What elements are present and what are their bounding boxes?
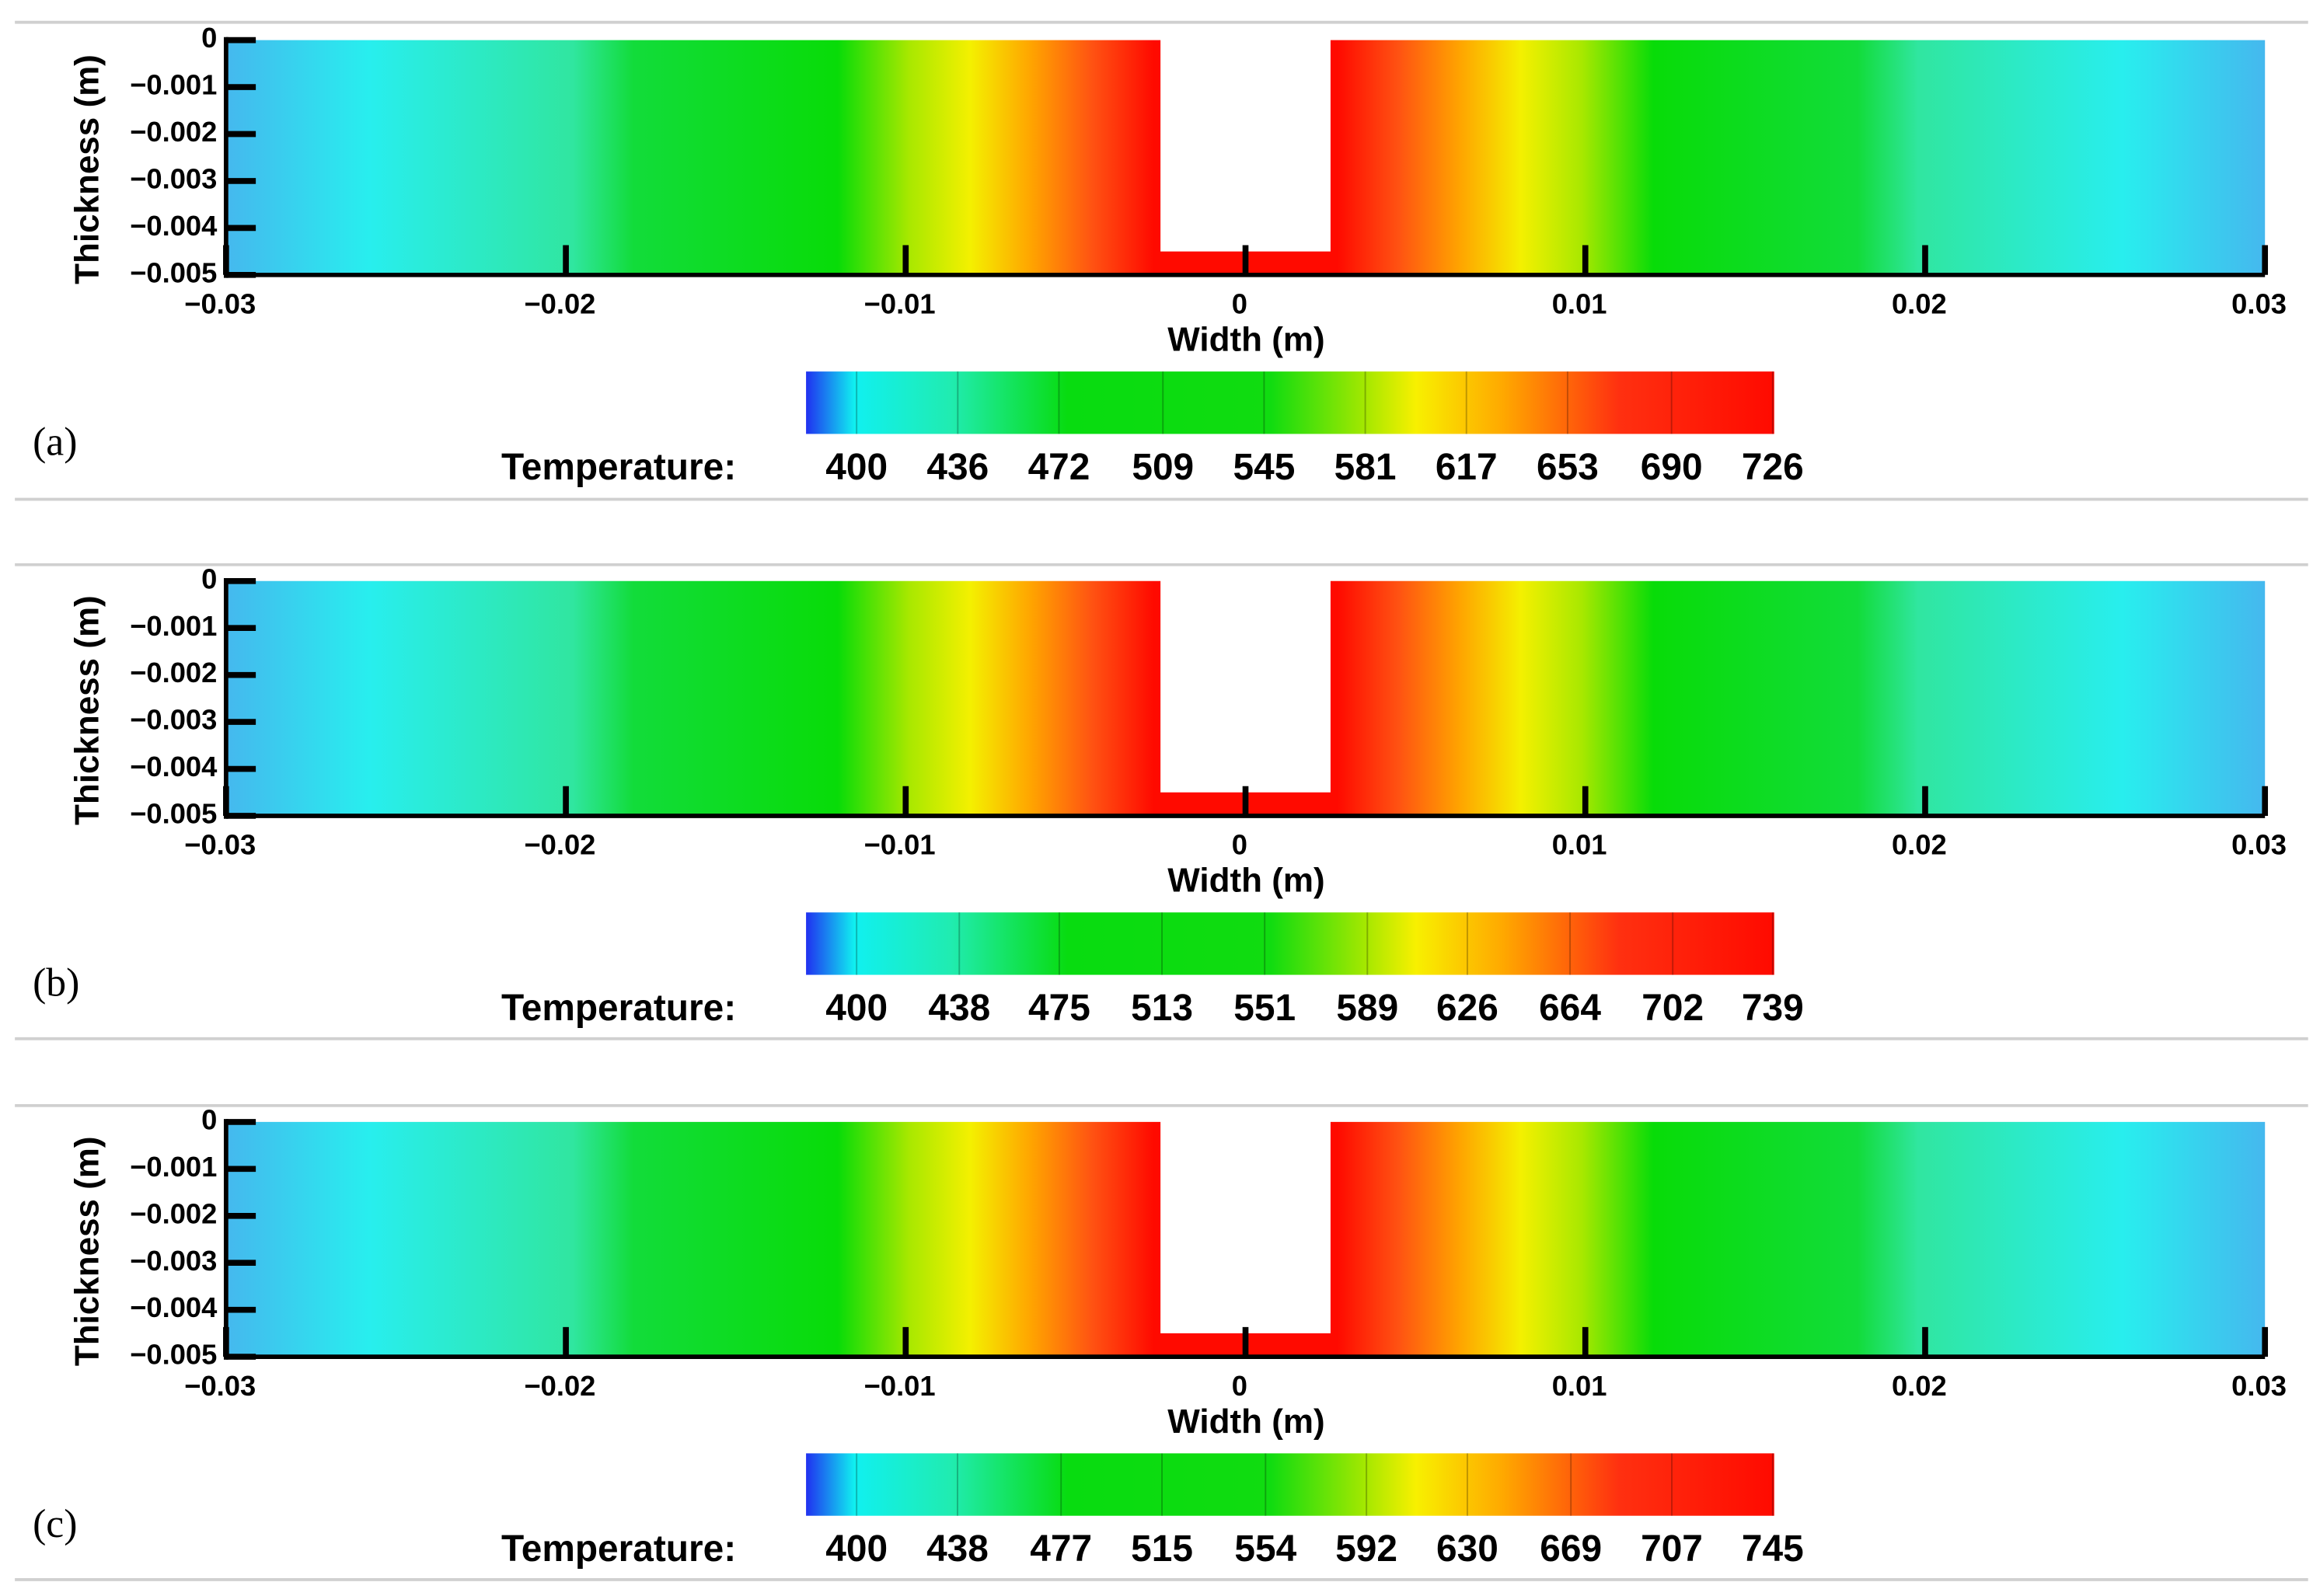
colorbar-tick-label: 653: [1537, 447, 1599, 488]
panel-label: (a): [33, 420, 77, 465]
colorbar-tick-label: 472: [1028, 447, 1090, 488]
colorbar-tick-label: 702: [1641, 988, 1704, 1029]
temperature-field: [225, 40, 2266, 275]
x-tick-label: −0.01: [864, 1370, 936, 1402]
colorbar: [806, 1453, 1774, 1516]
temperature-field: [225, 1121, 2266, 1357]
y-tick-label: −0.003: [130, 1245, 217, 1277]
y-tick-label: −0.004: [130, 210, 218, 242]
colorbar-tick-label: 400: [825, 1528, 888, 1570]
x-tick-label: −0.03: [184, 288, 256, 320]
x-tick-label: 0.01: [1552, 1370, 1607, 1402]
y-tick-label: 0: [201, 1104, 217, 1136]
colorbar-tick-label: 436: [926, 447, 989, 488]
x-tick-label: 0: [1232, 288, 1247, 320]
x-tick-label: −0.01: [864, 829, 936, 861]
colorbar-tick-label: 664: [1539, 988, 1601, 1029]
y-tick-label: −0.002: [130, 116, 217, 148]
colorbar-tick-label: 515: [1131, 1528, 1193, 1570]
x-tick-label: −0.03: [184, 829, 256, 861]
colorbar-tick-label: 690: [1641, 447, 1703, 488]
colorbar-tick-label: 554: [1234, 1528, 1296, 1570]
y-tick-label: −0.002: [130, 657, 217, 688]
y-axis-label: Thickness (m): [68, 595, 106, 825]
y-tick-label: −0.005: [130, 1339, 217, 1371]
colorbar-label: Temperature:: [501, 447, 736, 488]
colorbar-tick-label: 669: [1540, 1528, 1602, 1570]
y-tick-label: −0.002: [130, 1197, 217, 1229]
y-tick-label: −0.003: [130, 163, 217, 195]
y-axis-label: Thickness (m): [68, 54, 106, 284]
x-tick-label: 0: [1232, 1370, 1247, 1402]
y-tick-label: −0.005: [130, 798, 217, 830]
colorbar-tick-label: 438: [926, 1528, 989, 1570]
colorbar-label: Temperature:: [501, 988, 736, 1029]
temperature-field: [225, 580, 2266, 816]
x-tick-label: 0.02: [1892, 288, 1947, 320]
colorbar-tick-label: 581: [1334, 447, 1397, 488]
x-tick-label: −0.01: [864, 288, 936, 320]
y-tick-label: 0: [201, 563, 217, 594]
colorbar-tick-label: 513: [1131, 988, 1193, 1029]
colorbar-tick-label: 551: [1233, 988, 1296, 1029]
x-tick-label: 0: [1232, 829, 1247, 861]
y-tick-label: −0.005: [130, 256, 217, 288]
colorbar-tick-label: 745: [1742, 1528, 1804, 1570]
colorbar-tick-label: 739: [1742, 988, 1804, 1029]
colorbar-tick-label: 477: [1030, 1528, 1092, 1570]
colorbar-tick-label: 589: [1336, 988, 1398, 1029]
colorbar-label: Temperature:: [501, 1528, 736, 1570]
x-tick-label: 0.02: [1892, 829, 1947, 861]
x-tick-label: 0.03: [2231, 288, 2287, 320]
panel-label: (b): [33, 961, 79, 1005]
colorbar-tick-label: 545: [1233, 447, 1296, 488]
x-axis-label: Width (m): [1167, 862, 1324, 900]
colorbar: [806, 371, 1774, 434]
colorbar-tick-label: 400: [825, 447, 888, 488]
colorbar-tick-label: 400: [825, 988, 888, 1029]
x-tick-label: −0.02: [524, 288, 595, 320]
panel-label: (c): [33, 1502, 77, 1546]
colorbar-tick-label: 475: [1028, 988, 1090, 1029]
y-tick-label: −0.001: [130, 69, 217, 101]
y-tick-label: −0.003: [130, 704, 217, 736]
y-tick-label: −0.004: [130, 1291, 218, 1323]
colorbar-tick-label: 617: [1436, 447, 1498, 488]
y-tick-label: −0.001: [130, 610, 217, 642]
y-tick-label: −0.004: [130, 751, 218, 782]
x-tick-label: 0.01: [1552, 829, 1607, 861]
y-tick-label: −0.001: [130, 1151, 217, 1183]
colorbar-tick-label: 726: [1742, 447, 1804, 488]
x-tick-label: 0.02: [1892, 1370, 1947, 1402]
colorbar-tick-label: 626: [1436, 988, 1498, 1029]
colorbar-tick-label: 707: [1641, 1528, 1703, 1570]
colorbar: [806, 912, 1774, 975]
y-axis-label: Thickness (m): [68, 1136, 106, 1366]
x-tick-label: −0.03: [184, 1370, 256, 1402]
colorbar-tick-label: 438: [928, 988, 990, 1029]
colorbar-tick-label: 509: [1132, 447, 1194, 488]
x-tick-label: 0.03: [2231, 1370, 2287, 1402]
x-axis-label: Width (m): [1167, 1403, 1324, 1441]
x-tick-label: −0.02: [524, 829, 595, 861]
x-axis-label: Width (m): [1167, 321, 1324, 359]
colorbar-tick-label: 630: [1436, 1528, 1498, 1570]
x-tick-label: −0.02: [524, 1370, 595, 1402]
y-tick-label: 0: [201, 22, 217, 54]
colorbar-tick-label: 592: [1335, 1528, 1397, 1570]
x-tick-label: 0.01: [1552, 288, 1607, 320]
x-tick-label: 0.03: [2231, 829, 2287, 861]
